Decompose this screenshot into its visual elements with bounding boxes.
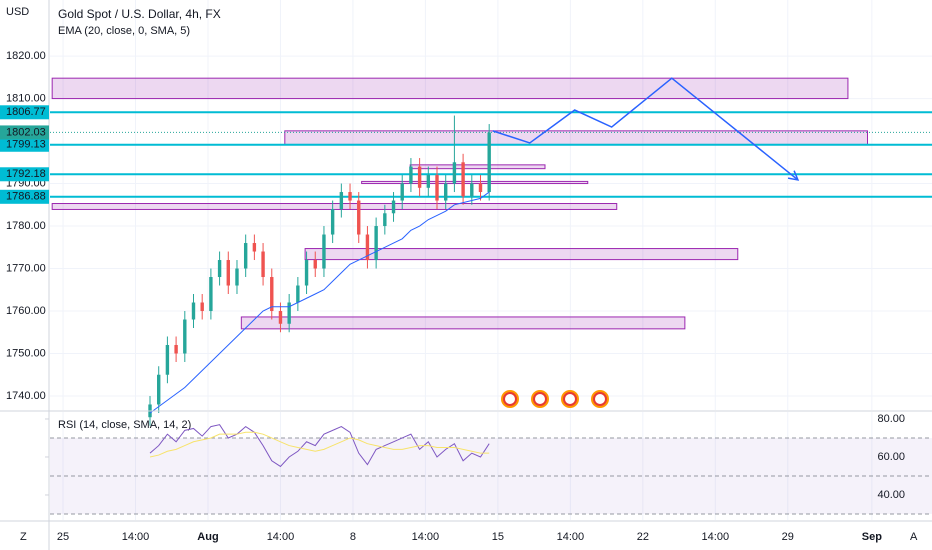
level-label: 1792.18 xyxy=(6,168,46,180)
level-tag xyxy=(0,105,49,120)
event-icons xyxy=(501,390,609,408)
y-tick-label: 1740.00 xyxy=(6,390,46,402)
candle-body xyxy=(191,302,196,320)
candle-body xyxy=(270,277,274,312)
level-label: 1799.13 xyxy=(6,139,46,151)
candle-body xyxy=(252,243,257,252)
zone xyxy=(409,164,546,170)
plot xyxy=(50,77,932,426)
candle-body xyxy=(209,277,213,312)
candle-body xyxy=(435,175,439,201)
x-tick-label: Aug xyxy=(197,531,218,543)
x-tick-label: 14:00 xyxy=(702,531,730,543)
level-label: 1786.88 xyxy=(6,191,46,203)
candle-body xyxy=(374,226,378,261)
last-price-tag xyxy=(0,125,49,140)
candle-body xyxy=(487,132,491,193)
candle-body xyxy=(313,260,317,269)
level-tag xyxy=(0,137,49,152)
candle-body xyxy=(261,251,265,278)
candle-body xyxy=(409,166,413,184)
candle-body xyxy=(461,162,465,197)
candle-body xyxy=(322,234,326,269)
zone xyxy=(284,130,868,145)
zone xyxy=(51,77,849,100)
y-tick-label: 1770.00 xyxy=(6,262,46,274)
candle-body xyxy=(287,302,291,324)
candle-body xyxy=(304,260,309,286)
y-tick-label: 1820.00 xyxy=(6,50,46,62)
ema-line xyxy=(149,191,490,414)
level-label: 1806.77 xyxy=(6,106,46,118)
x-tick-label: 14:00 xyxy=(557,531,585,543)
y-tick-label: 1750.00 xyxy=(6,347,46,359)
y-tick-label: 1810.00 xyxy=(6,92,46,104)
x-tick-label: 29 xyxy=(782,531,794,543)
candle-body xyxy=(243,243,248,269)
y-tick-label: 1780.00 xyxy=(6,220,46,232)
zone xyxy=(304,248,739,261)
grid xyxy=(50,0,932,520)
footer-right: A xyxy=(910,531,918,543)
candle-body xyxy=(183,319,187,354)
last-price-label: 1802.03 xyxy=(6,126,46,138)
candle-body xyxy=(226,260,230,286)
x-tick-label: 15 xyxy=(492,531,504,543)
candle-body xyxy=(174,344,178,354)
rsi-tick-label: 80.00 xyxy=(877,413,905,425)
candle-body xyxy=(417,166,422,188)
zone xyxy=(51,203,618,210)
chart-title: Gold Spot / U.S. Dollar, 4h, FX xyxy=(58,7,221,21)
candle-body xyxy=(278,311,283,324)
candle-body xyxy=(365,234,370,261)
x-tick-label: 25 xyxy=(57,531,69,543)
candle-body xyxy=(157,374,161,405)
candle-body xyxy=(200,302,204,312)
indicator-label: EMA (20, close, 0, SMA, 5) xyxy=(58,25,190,37)
x-tick-label: 14:00 xyxy=(412,531,440,543)
candle-body xyxy=(165,344,170,375)
x-tick-label: Sep xyxy=(862,531,882,543)
candle-body xyxy=(348,192,352,201)
zone xyxy=(361,180,589,185)
candle-body xyxy=(217,260,222,278)
level-tag xyxy=(0,167,49,182)
candle-body xyxy=(391,200,396,214)
candle-body xyxy=(400,183,404,201)
level-tag xyxy=(0,189,49,204)
candle-body xyxy=(470,183,474,197)
candle-body xyxy=(452,162,457,184)
x-tick-label: 22 xyxy=(637,531,649,543)
x-tick-label: 14:00 xyxy=(122,531,150,543)
x-tick-label: 8 xyxy=(350,531,356,543)
rsi-line xyxy=(149,431,490,458)
candle-body xyxy=(383,213,387,227)
rsi-line xyxy=(149,424,490,468)
currency: USD xyxy=(6,6,29,18)
projection-arrowhead xyxy=(787,170,800,181)
projection-path xyxy=(492,77,799,181)
candle-body xyxy=(330,209,335,235)
rsi-label: RSI (14, close, SMA, 14, 2) xyxy=(58,419,191,431)
rsi-tick-label: 40.00 xyxy=(877,489,905,501)
candle-body xyxy=(296,285,300,303)
rsi-tick-label: 60.00 xyxy=(877,451,905,463)
candle-body xyxy=(339,192,344,210)
x-tick-label: 14:00 xyxy=(267,531,295,543)
candle-body xyxy=(444,183,448,201)
candle-body xyxy=(478,183,483,193)
candle-body xyxy=(235,268,239,286)
footer-left: Z xyxy=(20,531,27,543)
zone xyxy=(240,316,686,330)
candle-body xyxy=(426,175,431,188)
candle-body xyxy=(357,200,361,235)
y-tick-label: 1760.00 xyxy=(6,305,46,317)
